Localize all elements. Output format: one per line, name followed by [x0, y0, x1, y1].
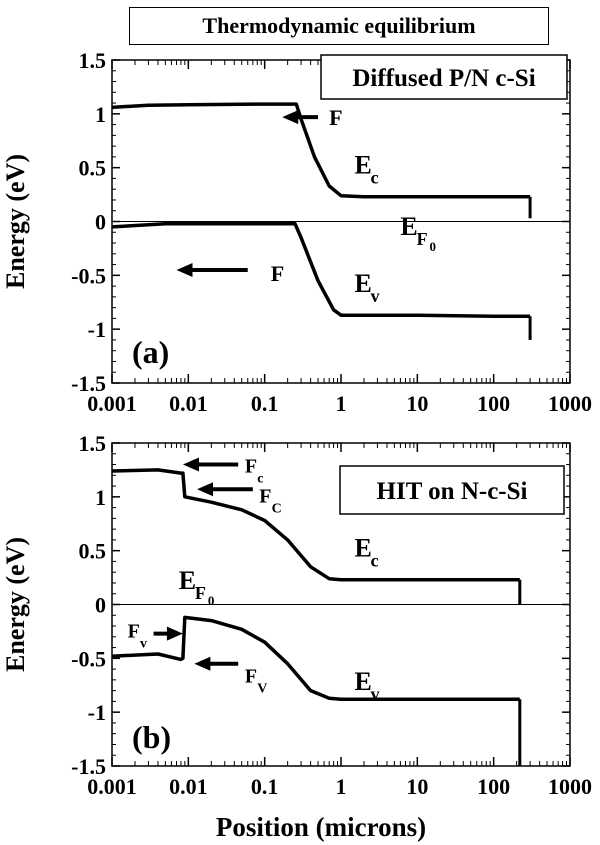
- legend-label: Diffused P/N c-Si: [352, 65, 535, 92]
- annotation-ef-subsub: 0: [430, 239, 437, 254]
- x-tick-label: 100: [477, 391, 510, 416]
- x-tick-label: 1: [336, 774, 347, 799]
- annotation-fc2-sub: C: [272, 502, 282, 517]
- annotation-ec-main: E: [354, 534, 371, 563]
- y-tick-label: 0: [95, 593, 106, 618]
- annotation-ef-subsub: 0: [208, 593, 215, 608]
- annotation-fv2-sub: V: [257, 681, 267, 696]
- series-ev-line: [111, 221, 531, 318]
- y-axis-label: Energy (eV): [1, 154, 30, 289]
- x-tick-label: 0.01: [169, 774, 208, 799]
- annotation-fc1-sub: c: [257, 472, 263, 487]
- annotation-fv1-main: F: [128, 620, 140, 642]
- x-tick-label: 10: [406, 391, 428, 416]
- annotation-ef-main: E: [400, 212, 417, 241]
- arrow-head: [197, 482, 214, 497]
- x-tick-label: 0.1: [251, 391, 279, 416]
- annotation-ec-sub: c: [371, 168, 379, 188]
- series-ec-line: [111, 468, 520, 582]
- annotation-ef-main: E: [179, 566, 196, 595]
- annotation-fc1-main: F: [245, 456, 257, 478]
- legend-label: HIT on N-c-Si: [377, 478, 528, 505]
- y-tick-label: -0.5: [71, 646, 106, 671]
- x-tick-label: 1000: [548, 774, 592, 799]
- x-tick-label: 0.1: [251, 774, 279, 799]
- y-tick-label: -1: [88, 700, 106, 725]
- arrow-head: [182, 457, 199, 472]
- arrow-head: [176, 262, 193, 277]
- y-tick-label: 0: [95, 210, 106, 235]
- annotation-ec-main: E: [354, 151, 371, 180]
- legend-box: [339, 465, 565, 515]
- y-tick-label: -1.5: [71, 754, 106, 779]
- annotation-ev-sub: v: [371, 684, 381, 704]
- y-tick-label: 0.5: [79, 156, 107, 181]
- legend-box: [320, 54, 568, 100]
- y-tick-label: -1: [88, 317, 106, 342]
- annotation-f1: F: [329, 105, 342, 130]
- arrow-head: [194, 656, 211, 671]
- x-tick-label: 10: [406, 774, 428, 799]
- series-ev-line: [111, 615, 520, 701]
- panel-label: (b): [132, 719, 171, 755]
- x-tick-label: 1: [336, 391, 347, 416]
- series-ec-line: [111, 102, 531, 199]
- annotation-ev-main: E: [354, 269, 371, 298]
- annotation-f2: F: [271, 261, 284, 286]
- y-tick-label: 1.5: [79, 48, 107, 73]
- panel-label: (a): [132, 334, 169, 370]
- annotation-fc2-main: F: [259, 486, 271, 508]
- x-tick-label: 100: [477, 774, 510, 799]
- x-axis-label: Position (microns): [216, 812, 426, 842]
- annotation-fv2-main: F: [245, 665, 257, 687]
- x-tick-label: 0.01: [169, 391, 208, 416]
- y-tick-label: 0.5: [79, 539, 107, 564]
- y-tick-label: -1.5: [71, 371, 106, 396]
- annotation-fv1-sub: v: [140, 636, 147, 651]
- annotation-ev-main: E: [354, 667, 371, 696]
- arrow-head: [282, 110, 299, 125]
- annotation-ec-sub: c: [371, 551, 379, 571]
- x-tick-label: 0.001: [87, 774, 137, 799]
- figure-title: Thermodynamic equilibrium: [129, 7, 549, 45]
- y-tick-label: 1.5: [79, 431, 107, 456]
- x-tick-label: 0.001: [87, 391, 137, 416]
- arrow-head: [166, 626, 183, 641]
- annotation-ef-sub: F: [417, 229, 428, 249]
- y-tick-label: 1: [95, 485, 106, 510]
- annotation-ev-sub: v: [371, 286, 381, 306]
- x-tick-label: 1000: [548, 391, 592, 416]
- y-axis-label: Energy (eV): [1, 537, 30, 672]
- y-tick-label: -0.5: [71, 263, 106, 288]
- y-tick-label: 1: [95, 102, 106, 127]
- annotation-ef-sub: F: [195, 583, 206, 603]
